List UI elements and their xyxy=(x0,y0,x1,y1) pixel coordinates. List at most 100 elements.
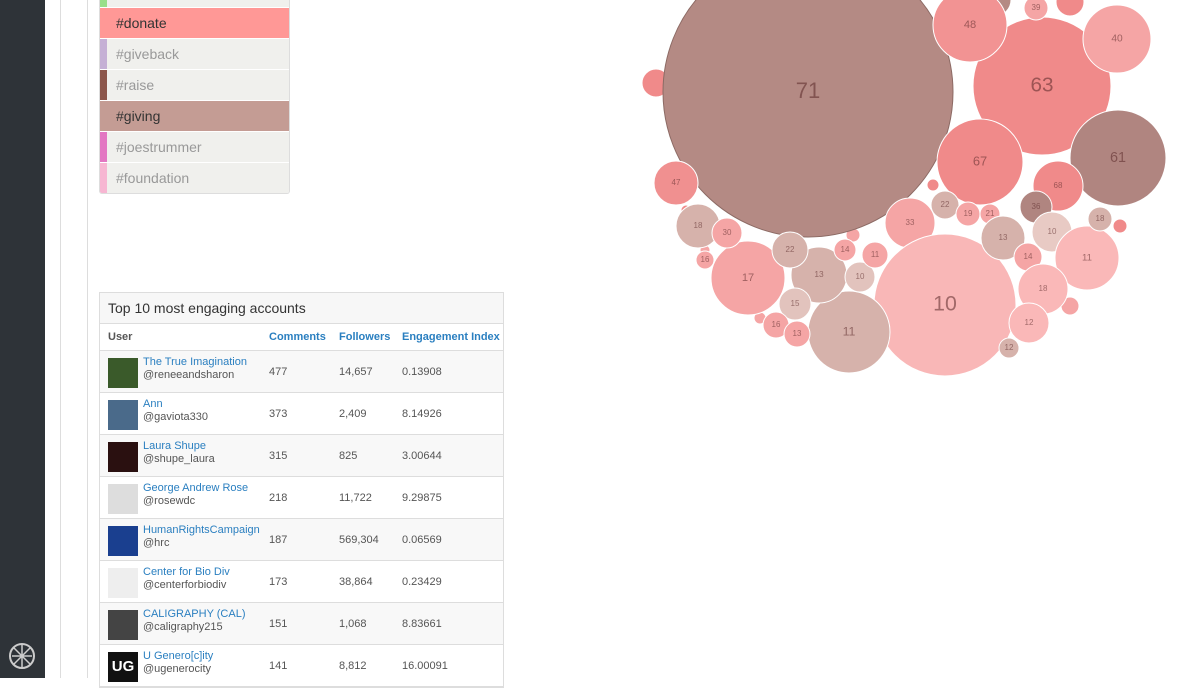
bubble-label: 22 xyxy=(941,200,950,209)
bubble xyxy=(926,178,940,192)
bubble-label: 18 xyxy=(1096,214,1105,223)
tag-item[interactable]: #joestrummer xyxy=(100,131,289,162)
account-handle: @caligraphy215 xyxy=(143,621,223,633)
cell-index: 3.00644 xyxy=(402,450,442,462)
cell-comments: 151 xyxy=(269,618,288,630)
header-row: User Comments Followers Engagement Index xyxy=(100,324,503,351)
bubble-label: 13 xyxy=(999,233,1008,242)
bubble xyxy=(675,203,721,249)
tag-label: #giving xyxy=(116,108,161,124)
bubble xyxy=(699,244,711,256)
account-name[interactable]: CALIGRAPHY (CAL) xyxy=(143,608,246,620)
avatar xyxy=(108,610,138,640)
cell-comments: 187 xyxy=(269,534,288,546)
column-header: Engagement Index xyxy=(402,331,500,343)
cell-comments: 173 xyxy=(269,576,288,588)
account-name[interactable]: Laura Shupe xyxy=(143,440,206,452)
bubble-label: 10 xyxy=(1048,227,1057,236)
table-row: Center for Bio Div @centerforbiodiv 173 38,… xyxy=(100,561,503,603)
cell-index: 8.14926 xyxy=(402,408,442,420)
tag-item[interactable]: #giveback xyxy=(100,38,289,69)
bubble-label: 11 xyxy=(871,250,880,259)
bubble-label: 13 xyxy=(814,269,824,279)
bubble xyxy=(1023,0,1049,21)
tag-item[interactable]: #donate xyxy=(100,7,289,38)
divider xyxy=(87,0,88,678)
table-row: HumanRightsCampaign @hrc 187 569,304 0.06569 xyxy=(100,519,503,561)
tag-color xyxy=(100,8,107,38)
table-title: Top 10 most engaging accounts xyxy=(100,293,503,324)
account-name[interactable]: Center for Bio Div xyxy=(143,566,230,578)
bubble xyxy=(955,201,981,227)
bubble-label: 13 xyxy=(793,329,802,338)
bubble-label: 12 xyxy=(1005,343,1014,352)
bubble xyxy=(844,261,876,293)
bubble xyxy=(873,233,1017,377)
bubble xyxy=(932,0,1008,63)
tag-item[interactable]: #raise xyxy=(100,69,289,100)
bubble-label: 18 xyxy=(694,221,703,230)
tag-label: #giveback xyxy=(116,46,180,62)
table-row: CALIGRAPHY (CAL) @caligraphy215 151 1,068 8.… xyxy=(100,603,503,645)
cell-followers: 825 xyxy=(339,450,358,462)
divider xyxy=(60,0,61,678)
table-row: UG U Genero[c]ity @ugenerocity 141 8,812 16.0… xyxy=(100,645,503,687)
avatar xyxy=(108,400,138,430)
tag-color xyxy=(100,70,107,100)
cell-followers: 11,722 xyxy=(339,492,372,504)
bubble xyxy=(641,68,671,98)
bubble xyxy=(1031,211,1073,253)
bubble xyxy=(1060,296,1080,316)
avatar xyxy=(108,442,138,472)
account-handle: @hrc xyxy=(143,537,170,549)
bubble xyxy=(662,0,954,238)
tag-item xyxy=(100,0,289,7)
tag-label: #raise xyxy=(116,77,155,93)
bubble xyxy=(1013,242,1043,272)
bubble xyxy=(710,240,786,316)
cell-index: 9.29875 xyxy=(402,492,442,504)
bubble xyxy=(980,215,1026,261)
bubble xyxy=(1087,206,1113,232)
bubble-label: 15 xyxy=(791,299,800,308)
bubble xyxy=(1019,190,1053,224)
bubble xyxy=(783,320,811,348)
bubble-label: 48 xyxy=(964,19,976,31)
bubble-label: 67 xyxy=(973,153,987,168)
tag-item[interactable]: #foundation xyxy=(100,162,289,193)
tag-label: #joestrummer xyxy=(116,139,202,155)
bubble xyxy=(998,337,1020,359)
tag-color xyxy=(100,101,107,131)
tag-color xyxy=(100,39,107,69)
bubble xyxy=(861,241,889,269)
avatar-label: UG xyxy=(111,658,135,675)
account-name[interactable]: HumanRightsCampaign xyxy=(143,524,260,536)
bubble xyxy=(1032,160,1084,212)
tag-label: #donate xyxy=(116,15,167,31)
bubble xyxy=(695,250,715,270)
bubble-label: 61 xyxy=(1110,150,1126,166)
bubble-label: 10 xyxy=(933,292,957,316)
cell-followers: 2,409 xyxy=(339,408,367,420)
account-handle: @centerforbiodiv xyxy=(143,579,227,591)
tag-item[interactable]: #giving xyxy=(100,100,289,131)
bubble-label: 68 xyxy=(1054,181,1063,190)
cell-comments: 477 xyxy=(269,366,288,378)
account-name[interactable]: U Genero[c]ity xyxy=(143,650,214,662)
account-name[interactable]: George Andrew Rose xyxy=(143,482,249,494)
cell-followers: 1,068 xyxy=(339,618,367,630)
bubble xyxy=(753,311,767,325)
cell-followers: 569,304 xyxy=(339,534,379,546)
tag-color xyxy=(100,132,107,162)
account-name[interactable]: The True Imagination xyxy=(143,356,247,368)
bubble-label: 11 xyxy=(843,324,856,338)
account-name[interactable]: Ann xyxy=(143,398,163,410)
accounts-table: Top 10 most engaging accounts User Commen… xyxy=(99,292,504,688)
column-header: User xyxy=(108,331,133,343)
account-handle: @ugenerocity xyxy=(143,663,212,675)
bubble xyxy=(972,16,1112,156)
bubble xyxy=(884,197,936,249)
cell-index: 0.23429 xyxy=(402,576,442,588)
bubble-label: 14 xyxy=(1024,252,1033,261)
bubble xyxy=(790,246,848,304)
